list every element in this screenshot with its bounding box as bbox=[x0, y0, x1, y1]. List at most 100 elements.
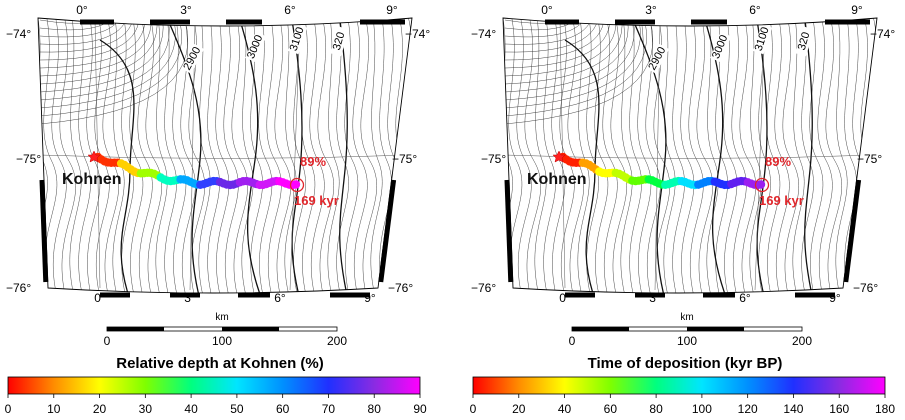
contour-line bbox=[706, 18, 719, 293]
colorbar-tick-label: 30 bbox=[139, 402, 153, 416]
lon-label-top: 3° bbox=[645, 3, 657, 17]
lon-label-bottom: 9° bbox=[364, 291, 376, 305]
contour-line bbox=[504, 18, 589, 38]
contour-line bbox=[801, 18, 814, 293]
contour-line bbox=[543, 18, 556, 293]
contour-line bbox=[129, 18, 144, 293]
bold-contour bbox=[339, 19, 349, 293]
map-frame bbox=[37, 17, 413, 294]
contour-line bbox=[715, 18, 728, 293]
bold-contour bbox=[804, 19, 814, 293]
contour-layer: 2900 3000 3100 320 bbox=[503, 18, 877, 293]
bold-contour bbox=[239, 19, 263, 293]
contour-line bbox=[782, 18, 799, 293]
map-svg-age: 2900 3000 3100 320 0° 3° 6° 9° 0° 3° 6° 9° −74° −75° −… bbox=[470, 3, 896, 416]
colorbar-title: Relative depth at Kohnen (%) bbox=[116, 355, 324, 372]
contour-line bbox=[309, 18, 325, 293]
contour-line bbox=[370, 18, 383, 293]
colorbar-tick-label: 10 bbox=[47, 402, 61, 416]
scalebar-tick: 100 bbox=[677, 334, 697, 348]
scalebar-unit: km bbox=[215, 312, 228, 323]
contour-line bbox=[39, 18, 170, 101]
contour-line bbox=[844, 18, 857, 293]
contour-line bbox=[121, 18, 134, 293]
scalebar-tick: 0 bbox=[104, 334, 111, 348]
lon-label-bottom: 6° bbox=[739, 291, 751, 305]
lat-label-left: −76° bbox=[6, 281, 31, 295]
contour-line bbox=[817, 18, 833, 293]
contour-label-bg bbox=[795, 26, 814, 57]
lon-label-bottom: 0° bbox=[559, 291, 571, 305]
contour-line bbox=[766, 18, 781, 293]
scalebar-tick: 200 bbox=[327, 334, 347, 348]
contour-line bbox=[145, 18, 162, 293]
lat-label-right: −74° bbox=[870, 27, 895, 41]
contour-line bbox=[792, 18, 805, 293]
contour-line bbox=[59, 18, 76, 293]
contour-line bbox=[78, 18, 91, 293]
contour-line bbox=[610, 18, 627, 293]
contour-line bbox=[137, 18, 153, 293]
lon-label-top: 0° bbox=[76, 3, 88, 17]
colorbar-tick-label: 90 bbox=[413, 402, 427, 416]
contour-label-bg bbox=[181, 43, 205, 74]
lat-label-right: −76° bbox=[388, 281, 413, 295]
contour-line bbox=[258, 18, 273, 293]
contour-line bbox=[112, 18, 125, 293]
contour-line bbox=[504, 18, 647, 117]
contour-line bbox=[723, 18, 738, 293]
colorbar-tick-label: 0 bbox=[5, 402, 12, 416]
colorbar-tick-label: 0 bbox=[470, 402, 477, 416]
lon-label-top: 6° bbox=[284, 3, 296, 17]
contour-line bbox=[317, 18, 334, 293]
contour-line bbox=[352, 18, 368, 293]
lon-label-bottom: 6° bbox=[274, 291, 286, 305]
lon-label-bottom: 3° bbox=[184, 291, 196, 305]
contour-line bbox=[739, 18, 756, 293]
contour-line bbox=[524, 18, 541, 293]
contour-line bbox=[629, 18, 642, 293]
colorbar-tick-label: 80 bbox=[368, 402, 382, 416]
contour-line bbox=[594, 18, 609, 293]
contour-line bbox=[51, 18, 67, 293]
lon-label-top: 3° bbox=[180, 3, 192, 17]
border-bar bbox=[378, 179, 397, 283]
station-label: Kohnen bbox=[527, 171, 587, 188]
colorbar-tick-label: 70 bbox=[322, 402, 336, 416]
contour-line bbox=[39, 18, 189, 125]
endpoint-depth-label: 89% bbox=[765, 154, 791, 169]
scalebar-segment bbox=[572, 327, 629, 331]
contour-label: 3100 bbox=[288, 26, 307, 53]
contour-line bbox=[344, 18, 359, 293]
contour-label: 320 bbox=[331, 31, 348, 52]
border-bar bbox=[504, 179, 514, 283]
contour-label: 3100 bbox=[753, 26, 772, 53]
map-frame bbox=[502, 17, 878, 294]
contour-line bbox=[672, 18, 685, 293]
panel-depth: 2900 3000 3100 320 0° 3° 6° 9° 0° 3° 6° 9° −74° −75° −… bbox=[0, 0, 440, 420]
lat-label-left: −74° bbox=[6, 27, 31, 41]
contour-line bbox=[504, 18, 635, 101]
contour-line bbox=[516, 18, 532, 293]
lon-label-top: 9° bbox=[851, 3, 863, 17]
bold-contour bbox=[756, 19, 768, 293]
contour-line bbox=[172, 18, 187, 293]
colorbar-tick-label: 20 bbox=[512, 402, 526, 416]
lat-label-right: −74° bbox=[405, 27, 430, 41]
contour-label: 320 bbox=[796, 31, 813, 52]
contour-line bbox=[336, 18, 349, 293]
border-bar bbox=[39, 179, 49, 283]
contour-line bbox=[39, 18, 124, 38]
scalebar-segment bbox=[107, 327, 164, 331]
lat-label-left: −75° bbox=[16, 152, 41, 166]
lat-label-right: −76° bbox=[853, 281, 878, 295]
station-star-icon bbox=[552, 150, 566, 163]
contour-line bbox=[327, 18, 340, 293]
contour-line bbox=[504, 18, 654, 125]
contour-line bbox=[534, 18, 547, 293]
contour-line bbox=[198, 18, 211, 293]
contour-line bbox=[39, 18, 176, 109]
colorbar-tick-label: 120 bbox=[738, 402, 758, 416]
contour-line bbox=[39, 18, 164, 93]
endpoint-age-label: 169 kyr bbox=[759, 193, 804, 208]
